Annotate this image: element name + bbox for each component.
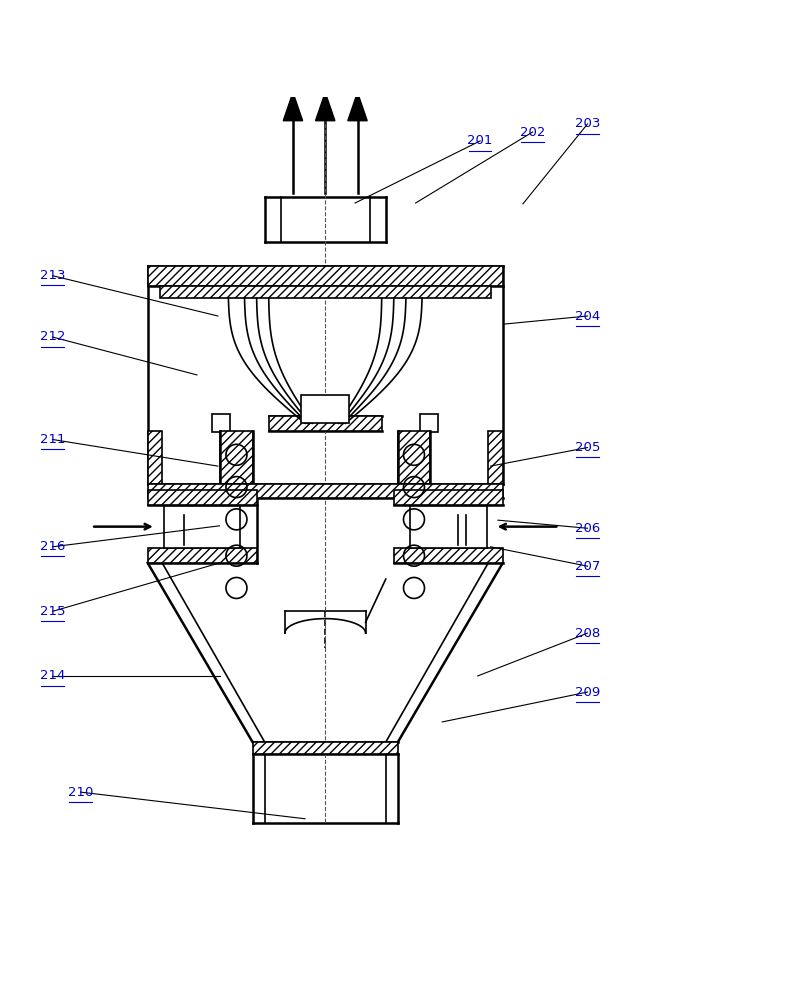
Polygon shape [316,92,335,121]
Bar [253,742,398,754]
Bar [394,490,503,505]
Bar [148,490,257,505]
Text: 206: 206 [575,522,600,535]
Bar [148,431,162,484]
Polygon shape [348,92,367,121]
Text: 216: 216 [40,540,65,553]
Text: 202: 202 [520,126,546,139]
Text: 203: 203 [575,117,600,130]
Text: 212: 212 [40,330,65,343]
Bar [148,266,503,286]
Bar [212,414,230,432]
Bar [301,395,349,423]
Bar [220,431,253,484]
Text: 214: 214 [40,669,65,682]
Text: 215: 215 [40,605,65,618]
Text: 210: 210 [68,786,94,799]
Text: 209: 209 [575,686,600,699]
Bar [148,484,503,498]
Text: 208: 208 [575,627,600,640]
Bar [420,414,438,432]
Polygon shape [283,92,303,121]
Text: 204: 204 [575,310,600,323]
Text: 211: 211 [40,433,65,446]
Bar [488,431,503,484]
Bar [410,506,487,548]
Bar [148,548,257,563]
Text: 205: 205 [575,441,600,454]
Bar [164,506,240,548]
Text: 201: 201 [467,134,493,147]
Bar [160,286,491,298]
Text: 207: 207 [575,560,600,573]
Bar [269,416,382,431]
Text: 213: 213 [40,269,65,282]
Bar [398,431,430,484]
Bar [394,548,503,563]
